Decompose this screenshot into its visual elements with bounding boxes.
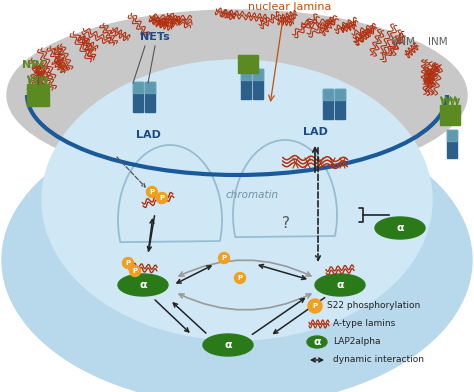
FancyArrowPatch shape: [259, 265, 306, 279]
Circle shape: [129, 265, 140, 276]
FancyBboxPatch shape: [447, 130, 457, 141]
FancyBboxPatch shape: [253, 69, 263, 99]
FancyArrowPatch shape: [117, 157, 145, 187]
FancyBboxPatch shape: [133, 82, 143, 93]
Ellipse shape: [375, 217, 425, 239]
FancyBboxPatch shape: [241, 69, 251, 99]
Text: NETs: NETs: [140, 32, 170, 42]
FancyArrowPatch shape: [316, 148, 320, 260]
FancyBboxPatch shape: [145, 82, 155, 93]
Text: ?: ?: [282, 216, 290, 231]
Text: LAD: LAD: [136, 130, 160, 140]
Ellipse shape: [42, 60, 432, 340]
Text: INM: INM: [428, 37, 447, 47]
FancyArrowPatch shape: [148, 220, 154, 251]
FancyBboxPatch shape: [323, 89, 333, 100]
Text: α: α: [396, 223, 404, 233]
Circle shape: [235, 272, 246, 283]
FancyArrowPatch shape: [311, 358, 322, 362]
Text: P: P: [126, 260, 130, 266]
Ellipse shape: [307, 336, 327, 348]
Text: P: P: [312, 303, 318, 309]
Ellipse shape: [315, 274, 365, 296]
Text: P: P: [132, 268, 137, 274]
FancyBboxPatch shape: [238, 55, 258, 73]
Text: LAD: LAD: [302, 127, 328, 137]
Text: LAP2alpha: LAP2alpha: [333, 338, 381, 347]
FancyArrowPatch shape: [252, 299, 304, 334]
Text: NPC: NPC: [22, 60, 47, 70]
FancyArrowPatch shape: [155, 300, 189, 332]
Text: ONM: ONM: [390, 37, 415, 47]
Text: P: P: [149, 189, 155, 195]
FancyBboxPatch shape: [447, 130, 457, 158]
Ellipse shape: [118, 274, 168, 296]
Text: α: α: [313, 337, 321, 347]
Text: nuclear lamina: nuclear lamina: [248, 2, 332, 12]
FancyArrowPatch shape: [179, 294, 311, 310]
FancyArrowPatch shape: [147, 216, 155, 250]
FancyArrowPatch shape: [179, 260, 311, 276]
Ellipse shape: [7, 10, 467, 180]
FancyBboxPatch shape: [241, 69, 251, 80]
Circle shape: [308, 299, 322, 313]
FancyArrowPatch shape: [173, 303, 206, 333]
Text: P: P: [221, 255, 227, 261]
FancyArrowPatch shape: [273, 298, 325, 334]
Text: P: P: [159, 195, 164, 201]
Text: α: α: [139, 280, 147, 290]
Text: dynamic interaction: dynamic interaction: [333, 356, 424, 365]
FancyBboxPatch shape: [335, 89, 345, 100]
FancyArrowPatch shape: [177, 266, 211, 283]
Text: α: α: [224, 340, 232, 350]
Circle shape: [219, 252, 229, 263]
FancyArrowPatch shape: [313, 148, 317, 172]
Circle shape: [146, 187, 157, 198]
FancyBboxPatch shape: [323, 89, 333, 119]
FancyBboxPatch shape: [253, 69, 263, 80]
Circle shape: [156, 192, 167, 203]
Text: P: P: [237, 275, 243, 281]
FancyBboxPatch shape: [27, 84, 49, 106]
Text: α: α: [336, 280, 344, 290]
Text: A-type lamins: A-type lamins: [333, 319, 395, 328]
Ellipse shape: [203, 334, 253, 356]
FancyBboxPatch shape: [145, 82, 155, 112]
Text: chromatin: chromatin: [226, 190, 279, 200]
FancyBboxPatch shape: [440, 105, 460, 125]
FancyBboxPatch shape: [133, 82, 143, 112]
Circle shape: [122, 258, 134, 269]
FancyBboxPatch shape: [335, 89, 345, 119]
Ellipse shape: [2, 115, 472, 392]
Text: S22 phosphorylation: S22 phosphorylation: [327, 301, 420, 310]
